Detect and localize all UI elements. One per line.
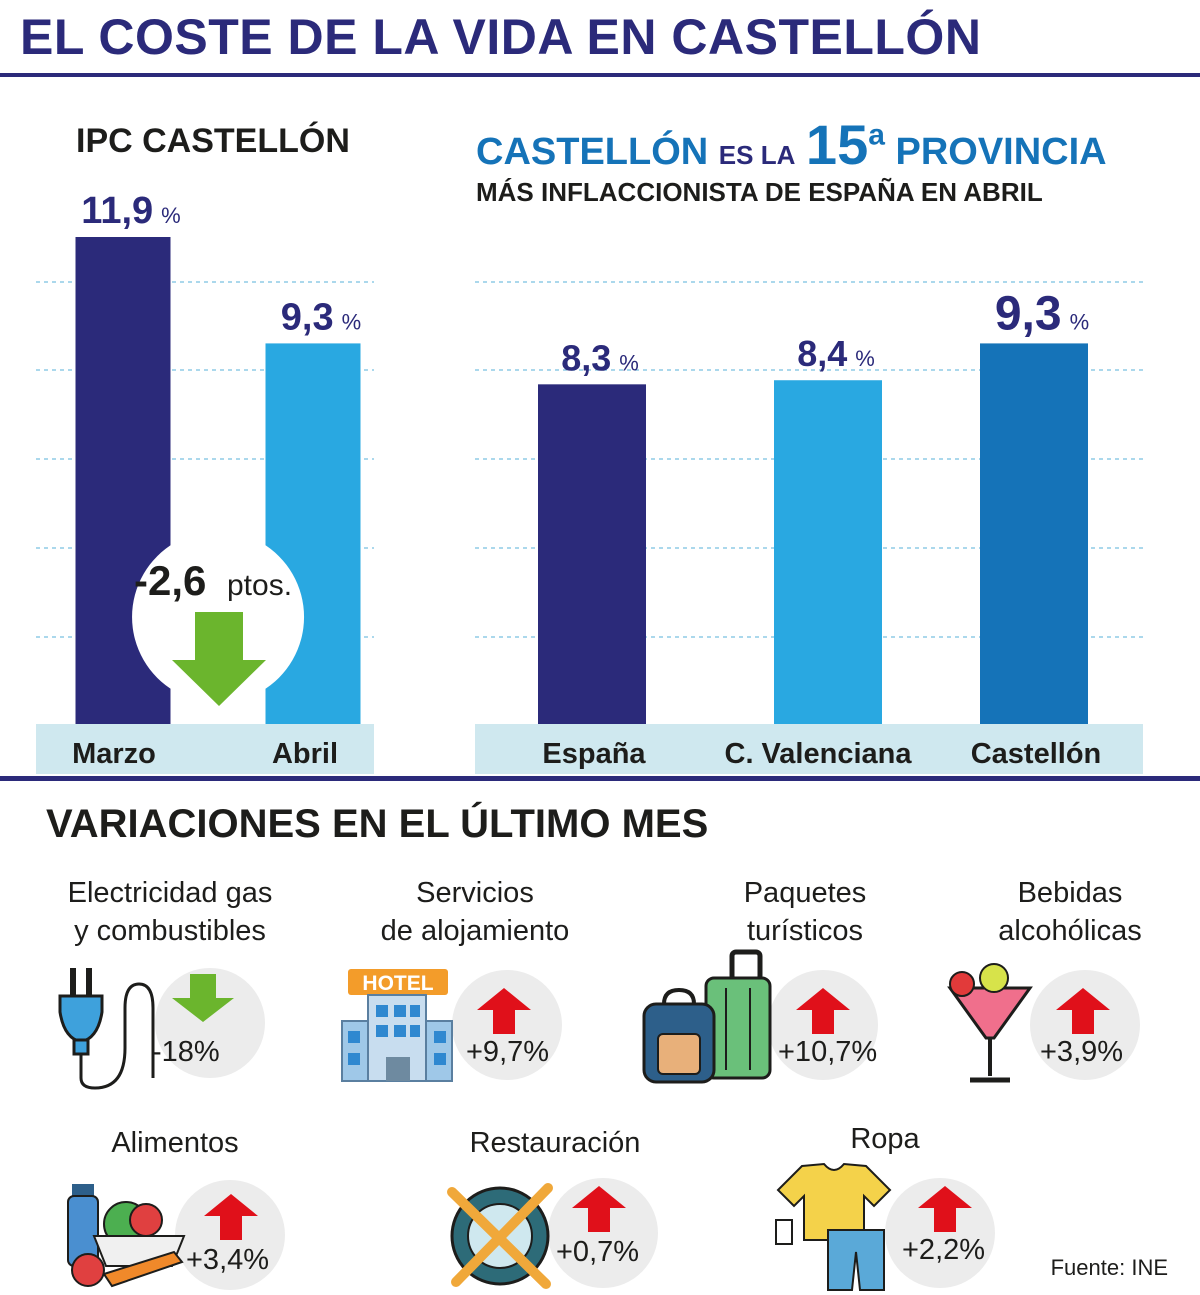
right-title-part3: PROVINCIA	[895, 131, 1107, 173]
bar-value-label: 8,4%	[797, 333, 875, 374]
luggage-icon	[642, 949, 772, 1084]
bar-castell-n	[980, 343, 1088, 724]
plug-icon	[58, 968, 155, 1090]
svg-text:HOTEL: HOTEL	[362, 972, 433, 995]
bar-value-label: 8,3%	[561, 337, 639, 378]
bar-charts: 11,9 % Marzo 9,3 % Abril 8,3 % España 8,4 % C. Vale…	[36, 190, 1143, 774]
bar-value-label: 11,9%	[81, 190, 180, 232]
right-title-rank: 15a	[805, 113, 885, 176]
hotel-icon: HOTEL	[341, 969, 453, 1082]
variation-label-electricidad: Electricidad gas y combustibles	[67, 877, 273, 947]
variation-label-restauracion: Restauración	[469, 1127, 641, 1159]
variation-label-alimentos: Alimentos	[111, 1127, 239, 1159]
bar-espa-a	[538, 384, 646, 724]
up-arrow-icon	[796, 988, 850, 1034]
cutlery-icon	[447, 1183, 553, 1289]
category-label: Marzo	[72, 738, 156, 770]
variation-value-ropa: +2,2%	[902, 1234, 986, 1266]
variation-label-bebidas: Bebidas alcohólicas	[998, 877, 1142, 947]
source-note: Fuente: INE	[1050, 1255, 1168, 1280]
up-arrow-icon	[918, 1186, 972, 1232]
category-label: C. Valenciana	[725, 738, 913, 770]
down-arrow-icon	[172, 612, 266, 706]
variation-label-paquetes: Paquetes turísticos	[743, 877, 867, 947]
variation-value-electricidad: -18%	[152, 1036, 220, 1068]
right-title-part2: ES LA	[718, 140, 796, 170]
variation-label-alojamiento: Servicios de alojamiento	[380, 877, 570, 947]
variation-value-restauracion: +0,7%	[556, 1236, 640, 1268]
groceries-icon	[67, 1184, 186, 1288]
category-label: Castellón	[971, 738, 1102, 770]
category-label: Abril	[272, 738, 338, 770]
bar-c-valenciana	[774, 380, 882, 724]
drop-badge-unit: ptos.	[227, 569, 292, 602]
clothes-icon	[775, 1162, 892, 1291]
bar-value-label: 9,3%	[281, 296, 361, 338]
variation-label-ropa: Ropa	[850, 1123, 920, 1155]
up-arrow-icon	[572, 1186, 626, 1232]
variation-value-bebidas: +3,9%	[1040, 1036, 1124, 1068]
variations-title: VARIACIONES EN EL ÚLTIMO MES	[46, 802, 709, 846]
variation-value-alimentos: +3,4%	[186, 1244, 270, 1276]
drop-badge-value: -2,6	[134, 557, 206, 604]
right-chart-subtitle: MÁS INFLACCIONISTA DE ESPAÑA EN ABRIL	[476, 177, 1043, 207]
bar-value-label: 9,3%	[995, 287, 1089, 340]
up-arrow-icon	[1056, 988, 1110, 1034]
down-arrow-icon	[172, 974, 234, 1022]
page-title: EL COSTE DE LA VIDA EN CASTELLÓN	[20, 9, 982, 65]
up-arrow-icon	[204, 1194, 258, 1240]
up-arrow-icon	[477, 988, 531, 1034]
variation-value-paquetes: +10,7%	[778, 1036, 878, 1068]
right-title-part1: CASTELLÓN	[476, 131, 709, 173]
variation-value-alojamiento: +9,7%	[466, 1036, 550, 1068]
left-axis-band	[36, 724, 374, 774]
header-divider	[0, 73, 1200, 77]
drop-badge: -2,6 ptos.	[132, 531, 305, 706]
right-axis-band	[475, 724, 1143, 774]
section-divider	[0, 776, 1200, 781]
left-chart-title: IPC CASTELLÓN	[76, 122, 350, 160]
category-label: España	[542, 738, 646, 770]
right-chart-title: CASTELLÓN ES LA 15a PROVINCIA	[476, 112, 1107, 177]
cocktail-icon	[947, 963, 1033, 1083]
